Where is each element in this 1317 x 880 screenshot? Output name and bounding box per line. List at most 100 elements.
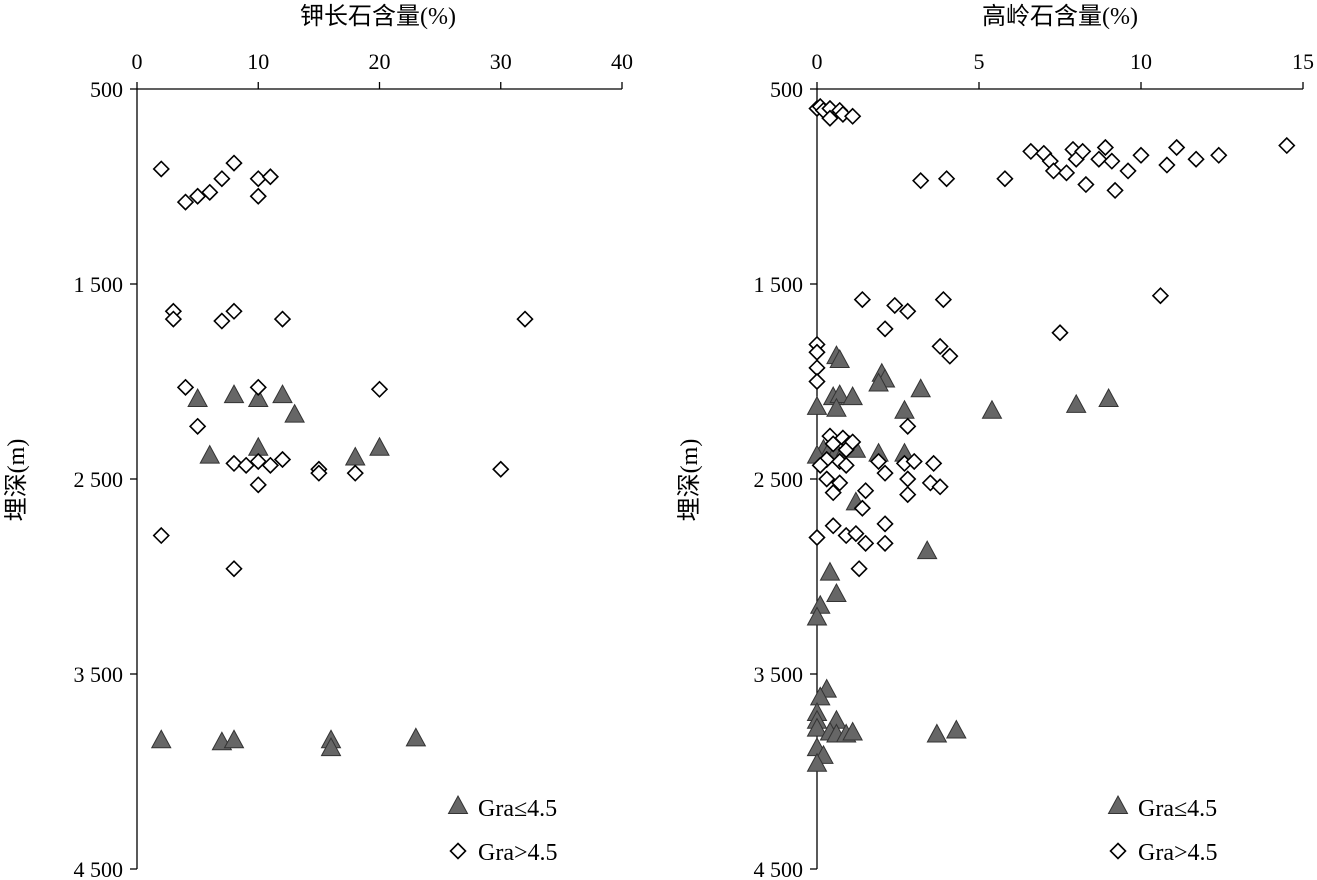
diamond-point	[853, 499, 871, 517]
triangle-point	[272, 384, 293, 404]
legend-diamond-marker	[1109, 842, 1127, 860]
triangle-point	[826, 583, 847, 603]
legend-label-high-gra: Gra>4.5	[478, 840, 558, 866]
triangle-point	[806, 752, 828, 772]
diamond-point	[346, 464, 364, 482]
kaolinite-legend: Gra≤4.5 Gra>4.5	[1107, 794, 1218, 866]
kaolinite-y-axis-title: 埋深(m)	[676, 439, 703, 522]
diamond-point	[188, 417, 207, 435]
triangle-point	[223, 729, 245, 749]
diamond-point	[176, 378, 195, 396]
diamond-point	[249, 170, 267, 188]
diamond-point	[899, 417, 917, 435]
triangle-point	[320, 737, 342, 757]
kaolinite-y-tick-label: 3 500	[754, 662, 804, 687]
diamond-point	[1096, 138, 1114, 157]
diamond-point	[831, 474, 849, 492]
feldspar-x-tick-label: 0	[132, 49, 143, 74]
diamond-point	[273, 450, 292, 469]
feldspar-x-tick-label: 30	[490, 49, 512, 74]
feldspar-y-tick-label: 2 500	[74, 467, 124, 492]
diamond-point	[225, 302, 243, 320]
triangle-point	[894, 399, 915, 419]
diamond-point	[847, 524, 865, 543]
feldspar-legend: Gra≤4.5 Gra>4.5	[447, 794, 558, 866]
diamond-point	[905, 452, 923, 471]
triangle-point	[405, 727, 427, 747]
diamond-point	[1168, 138, 1186, 157]
diamond-point	[912, 172, 930, 190]
diamond-point	[1106, 181, 1124, 200]
diamond-point	[850, 560, 868, 578]
triangle-point	[826, 397, 847, 417]
diamond-point	[824, 484, 842, 502]
diamond-point	[876, 515, 894, 533]
diamond-point	[1151, 287, 1170, 305]
triangle-point	[247, 388, 269, 408]
kaolinite-y-tick-label: 4 500	[754, 857, 804, 880]
triangle-point	[284, 403, 305, 423]
diamond-point	[249, 476, 267, 494]
legend-label-low-gra: Gra≤4.5	[478, 796, 557, 822]
triangle-point	[868, 372, 889, 392]
diamond-point	[1278, 136, 1296, 155]
feldspar-y-tick-label: 1 500	[74, 272, 124, 297]
diamond-point	[1119, 162, 1137, 180]
diamond-point	[824, 435, 842, 453]
diamond-point	[213, 312, 231, 330]
triangle-point	[819, 561, 841, 581]
triangle-point	[809, 594, 831, 614]
triangle-point	[829, 349, 851, 369]
diamond-point	[249, 378, 267, 396]
diamond-point	[837, 456, 855, 474]
diamond-point	[261, 456, 280, 474]
diamond-point	[261, 168, 280, 186]
triangle-point	[806, 606, 828, 626]
diamond-point	[492, 460, 510, 478]
diamond-point	[869, 452, 888, 471]
diamond-point	[164, 310, 183, 328]
diamond-point	[856, 534, 875, 552]
triangle-point	[223, 384, 245, 404]
triangle-point	[369, 436, 390, 456]
diamond-point	[225, 454, 243, 473]
triangle-point	[247, 436, 269, 456]
triangle-point	[926, 723, 948, 743]
diamond-point	[996, 170, 1014, 188]
diamond-point	[1051, 324, 1069, 342]
feldspar-y-tick-label: 4 500	[74, 857, 124, 880]
feldspar-panel: 钾长石含量(%) 埋深(m) 0 10 20 30 40 500 1 500 2 500 3 5…	[3, 3, 633, 880]
diamond-point	[808, 528, 826, 547]
legend-triangle-marker	[447, 794, 469, 814]
diamond-point	[899, 302, 917, 320]
kaolinite-series-triangle	[806, 345, 1119, 772]
triangle-point	[187, 388, 208, 408]
diamond-point	[811, 456, 829, 474]
feldspar-y-axis-title: 埋深(m)	[3, 439, 30, 522]
kaolinite-y-tick-label: 1 500	[754, 272, 804, 297]
diamond-point	[370, 380, 389, 398]
triangle-point	[809, 686, 831, 706]
triangle-point	[829, 384, 851, 404]
legend-label-low-gra: Gra≤4.5	[1138, 796, 1217, 822]
diamond-point	[876, 464, 894, 482]
triangle-point	[1098, 388, 1119, 408]
kaolinite-x-tick-label: 15	[1292, 49, 1314, 74]
kaolinite-y-tick-label: 500	[770, 77, 803, 102]
diamond-point	[886, 296, 904, 315]
diamond-point	[853, 290, 871, 309]
diamond-point	[937, 170, 956, 188]
diamond-point	[808, 372, 826, 391]
triangle-point	[842, 386, 863, 406]
diamond-point	[941, 347, 959, 365]
diamond-point	[225, 560, 243, 578]
diamond-point	[899, 470, 917, 488]
feldspar-x-tick-label: 20	[369, 49, 391, 74]
diamond-point	[931, 478, 949, 496]
feldspar-series-triangle	[150, 384, 427, 757]
diamond-point	[934, 290, 952, 309]
diamond-point	[152, 160, 170, 178]
legend-diamond-marker	[449, 842, 467, 860]
feldspar-series-diamond	[152, 154, 534, 578]
diamond-point	[1103, 152, 1121, 170]
